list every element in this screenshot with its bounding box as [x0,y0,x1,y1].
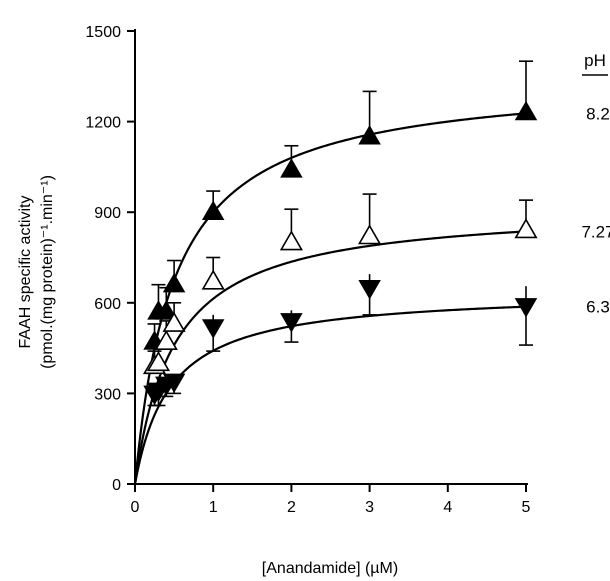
data-point [280,158,303,178]
data-point [155,300,178,320]
data-point [279,230,303,251]
x-tick-label: 3 [365,499,374,516]
y-tick-label: 1200 [85,115,121,132]
data-point [280,313,303,333]
chart-labels: [Anandamide] (µM) FAAH specific activity… [17,51,610,577]
data-point [514,298,538,318]
x-tick-label: 0 [131,499,140,516]
x-tick-label: 4 [443,499,452,516]
y-tick-label: 600 [94,296,121,313]
y-tick-label: 1500 [85,24,121,41]
fit-curve-7-27 [133,230,527,485]
data-point [201,319,225,339]
data-point [514,100,538,121]
data-point [514,218,538,239]
data-point [358,279,381,300]
data-point [162,311,186,332]
data-point [154,329,178,351]
y-tick-label: 900 [94,205,121,222]
fit-curve-8-2 [133,112,527,485]
fit-curves [133,112,527,485]
x-tick-label: 2 [287,499,296,516]
fit-curve-6-3 [133,305,527,485]
data-point [162,272,186,293]
x-axis-title: [Anandamide] (µM) [262,560,398,577]
axes: 0 1 2 3 4 5 0 300 600 900 1200 1500 [85,24,530,516]
series-label-8-2: 8.2 [586,104,610,123]
data-point [162,373,186,394]
legend-title: pH [584,51,606,70]
series-label-7-27: 7.27 [581,222,610,241]
y-axis-title-line1: FAAH specific activity [17,196,34,349]
x-tick-label: 5 [522,499,531,516]
y-tick-label: 0 [112,477,121,494]
data-point [358,124,381,145]
data-point [146,351,171,372]
data-point [201,269,225,290]
y-axis-title-line2: (pmol.(mg protein)⁻¹.min⁻¹) [39,175,56,369]
y-tick-label: 300 [94,386,121,403]
data-point [201,200,225,220]
series-label-6-3: 6.3 [586,298,610,317]
x-tick-label: 1 [209,499,218,516]
data-point [358,224,382,245]
data-marks [142,60,538,407]
